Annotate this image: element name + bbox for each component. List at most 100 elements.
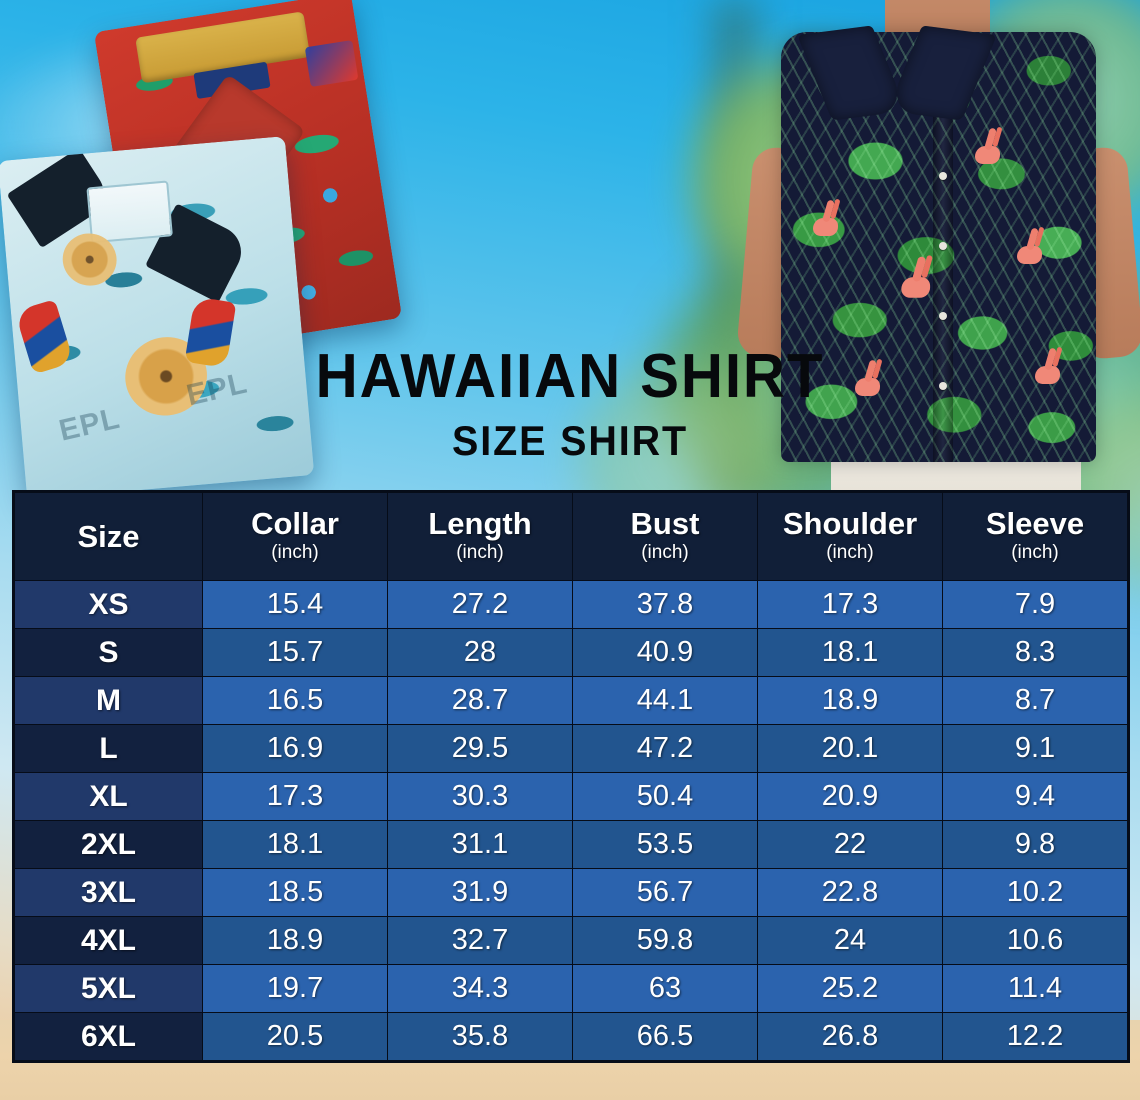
cell-shoulder: 18.9 [757, 676, 943, 725]
shirt-sleeve-tag [304, 40, 359, 88]
table-header-row: Size Collar (inch) Length (inch) Bust (i… [14, 492, 1128, 581]
cell-sleeve: 11.4 [942, 964, 1128, 1013]
cell-sleeve: 10.6 [942, 916, 1128, 965]
cell-length: 28.7 [387, 676, 573, 725]
table-row: L 16.9 29.5 47.2 20.1 9.1 [14, 724, 1128, 773]
cell-length: 32.7 [387, 916, 573, 965]
cell-size: 3XL [14, 868, 203, 917]
model-photo [735, 0, 1140, 492]
shirt-button [939, 382, 947, 390]
cell-shoulder: 22 [757, 820, 943, 869]
cell-collar: 16.9 [202, 724, 388, 773]
cell-shoulder: 18.1 [757, 628, 943, 677]
cell-shoulder: 20.9 [757, 772, 943, 821]
cell-bust: 66.5 [572, 1012, 758, 1061]
flamingo-motif [971, 130, 1001, 174]
table-row: XS 15.4 27.2 37.8 17.3 7.9 [14, 580, 1128, 629]
cell-shoulder: 26.8 [757, 1012, 943, 1061]
column-header-collar: Collar (inch) [202, 492, 388, 581]
size-chart-table-wrapper: Size Collar (inch) Length (inch) Bust (i… [12, 490, 1130, 1063]
cell-size: S [14, 628, 203, 677]
cell-length: 31.1 [387, 820, 573, 869]
cell-size: XS [14, 580, 203, 629]
parrot-motif [184, 296, 237, 369]
shirt-placket [933, 72, 953, 462]
table-row: S 15.7 28 40.9 18.1 8.3 [14, 628, 1128, 677]
shirt-chest-pocket [86, 180, 173, 244]
flamingo-motif [851, 362, 881, 406]
cell-bust: 44.1 [572, 676, 758, 725]
table-row: 3XL 18.5 31.9 56.7 22.8 10.2 [14, 868, 1128, 917]
cell-length: 31.9 [387, 868, 573, 917]
column-header-bust: Bust (inch) [572, 492, 758, 581]
cell-size: 2XL [14, 820, 203, 869]
cell-collar: 15.7 [202, 628, 388, 677]
cell-collar: 16.5 [202, 676, 388, 725]
folded-shirts-photo: EPL EPL [0, 0, 430, 500]
cell-collar: 18.1 [202, 820, 388, 869]
shirt-button [939, 312, 947, 320]
cell-length: 34.3 [387, 964, 573, 1013]
table-row: XL 17.3 30.3 50.4 20.9 9.4 [14, 772, 1128, 821]
cell-length: 30.3 [387, 772, 573, 821]
cell-bust: 53.5 [572, 820, 758, 869]
cell-bust: 47.2 [572, 724, 758, 773]
table-body: XS 15.4 27.2 37.8 17.3 7.9 S 15.7 28 40.9 18.1 8.3 M… [14, 580, 1128, 1061]
column-header-sleeve: Sleeve (inch) [942, 492, 1128, 581]
cell-size: L [14, 724, 203, 773]
table-row: 2XL 18.1 31.1 53.5 22 9.8 [14, 820, 1128, 869]
cell-collar: 18.9 [202, 916, 388, 965]
cell-collar: 15.4 [202, 580, 388, 629]
table-row: 4XL 18.9 32.7 59.8 24 10.6 [14, 916, 1128, 965]
parrot-motif [14, 299, 74, 375]
cell-sleeve: 9.4 [942, 772, 1128, 821]
column-header-shoulder: Shoulder (inch) [757, 492, 943, 581]
shirt-button [939, 172, 947, 180]
cell-size: 5XL [14, 964, 203, 1013]
cell-sleeve: 9.8 [942, 820, 1128, 869]
column-header-length: Length (inch) [387, 492, 573, 581]
column-header-size: Size [14, 492, 203, 581]
size-chart-table: Size Collar (inch) Length (inch) Bust (i… [14, 492, 1128, 1061]
folded-shirt-blue: EPL EPL [0, 136, 315, 500]
cell-length: 28 [387, 628, 573, 677]
flamingo-motif [897, 259, 932, 310]
shirt-button [939, 242, 947, 250]
cell-bust: 50.4 [572, 772, 758, 821]
cell-length: 29.5 [387, 724, 573, 773]
watermark-text-left: EPL [56, 401, 124, 448]
flamingo-motif [1013, 230, 1043, 274]
table-row: M 16.5 28.7 44.1 18.9 8.7 [14, 676, 1128, 725]
cell-size: 4XL [14, 916, 203, 965]
cell-sleeve: 12.2 [942, 1012, 1128, 1061]
cell-size: XL [14, 772, 203, 821]
cell-bust: 63 [572, 964, 758, 1013]
cell-shoulder: 17.3 [757, 580, 943, 629]
cell-collar: 19.7 [202, 964, 388, 1013]
cell-collar: 18.5 [202, 868, 388, 917]
cell-bust: 40.9 [572, 628, 758, 677]
cell-sleeve: 7.9 [942, 580, 1128, 629]
cell-sleeve: 8.7 [942, 676, 1128, 725]
cell-bust: 37.8 [572, 580, 758, 629]
cell-sleeve: 9.1 [942, 724, 1128, 773]
cell-shoulder: 22.8 [757, 868, 943, 917]
cell-shoulder: 24 [757, 916, 943, 965]
cell-collar: 20.5 [202, 1012, 388, 1061]
table-row: 5XL 19.7 34.3 63 25.2 11.4 [14, 964, 1128, 1013]
model-shirt [781, 32, 1096, 462]
cell-length: 35.8 [387, 1012, 573, 1061]
cell-bust: 56.7 [572, 868, 758, 917]
flamingo-motif [809, 202, 839, 246]
table-row: 6XL 20.5 35.8 66.5 26.8 12.2 [14, 1012, 1128, 1061]
flamingo-motif [1031, 350, 1061, 394]
cell-size: 6XL [14, 1012, 203, 1061]
cell-collar: 17.3 [202, 772, 388, 821]
cell-shoulder: 20.1 [757, 724, 943, 773]
cell-sleeve: 10.2 [942, 868, 1128, 917]
table-header: Size Collar (inch) Length (inch) Bust (i… [14, 492, 1128, 581]
cell-bust: 59.8 [572, 916, 758, 965]
cell-size: M [14, 676, 203, 725]
cell-shoulder: 25.2 [757, 964, 943, 1013]
cell-sleeve: 8.3 [942, 628, 1128, 677]
